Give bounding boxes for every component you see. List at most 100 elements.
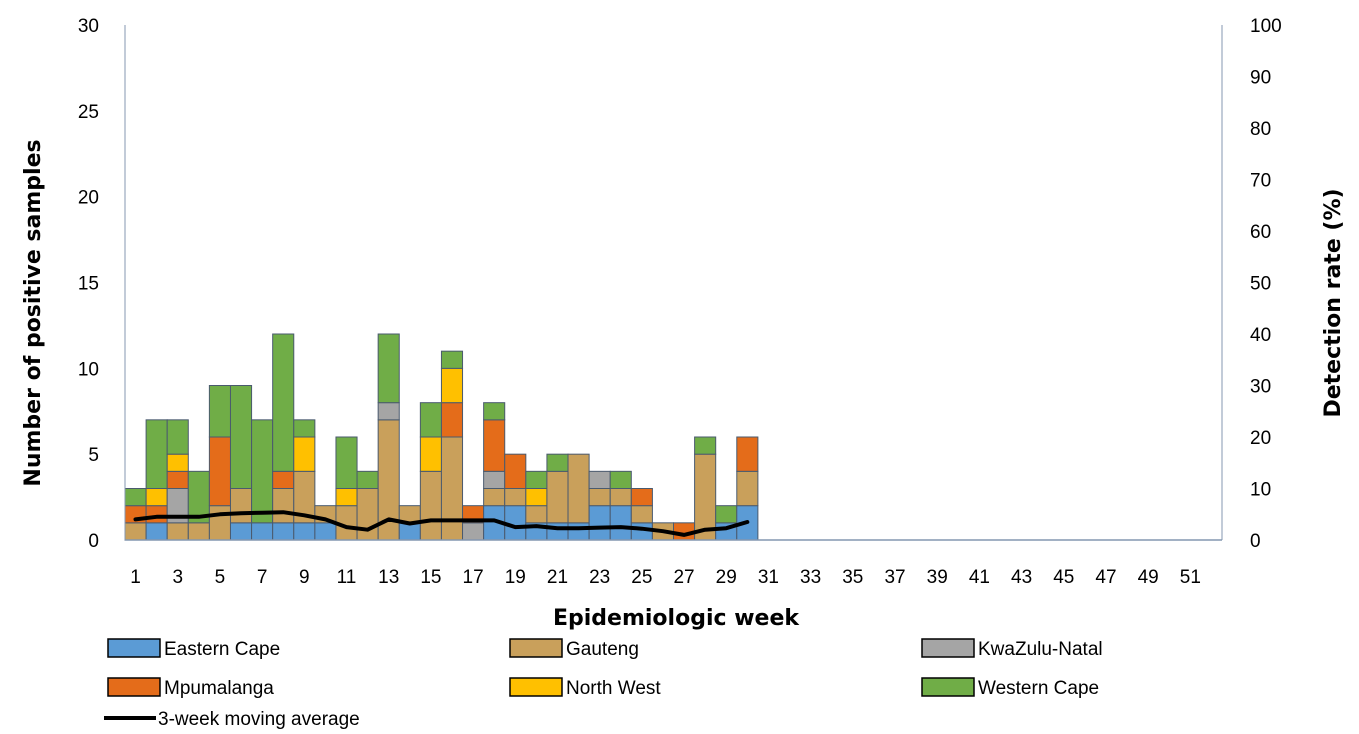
bar-segment-eastern-cape-week-22 (567, 522, 590, 541)
bar-segment-kwazulu-natal-week-13 (377, 402, 400, 421)
bar-segment-mpumalanga-week-16 (440, 402, 464, 438)
legend-label-kwazulu-natal: KwaZulu-Natal (978, 639, 1103, 660)
y-tick-label: 10 (78, 359, 99, 380)
bar-segment-kwazulu-natal-week-23 (588, 470, 611, 489)
bar-segment-gauteng-week-19 (504, 488, 527, 507)
bar-segment-gauteng-week-28 (694, 453, 717, 541)
bar-segment-gauteng-week-16 (440, 436, 464, 541)
bar-segment-eastern-cape-week-23 (588, 505, 611, 541)
bar-segment-western-cape-week-21 (546, 453, 569, 472)
bar-segment-gauteng-week-25 (630, 505, 653, 524)
bar-segment-western-cape-week-7 (251, 419, 274, 524)
x-tick-label: 9 (299, 567, 310, 588)
x-tick-label: 51 (1180, 567, 1201, 588)
line-layer (133, 510, 750, 537)
bar-segment-western-cape-week-15 (419, 402, 442, 438)
bars-layer (124, 333, 759, 541)
bar-segment-western-cape-week-28 (694, 436, 717, 455)
legend-label-moving-average: 3-week moving average (158, 709, 360, 730)
y2-tick-label: 40 (1250, 325, 1271, 346)
y2-tick-label: 90 (1250, 68, 1271, 89)
bar-segment-north-west-week-15 (419, 436, 442, 472)
y-axis-title: Number of positive samples (21, 139, 46, 486)
bar-segment-kwazulu-natal-week-17 (462, 522, 485, 541)
y-tick-label: 15 (78, 274, 99, 295)
legend-swatch-gauteng (509, 638, 563, 658)
y2-tick-label: 100 (1250, 16, 1282, 37)
x-tick-label: 7 (257, 567, 268, 588)
y-tick-label: 20 (78, 188, 99, 209)
x-tick-label: 21 (547, 567, 568, 588)
bar-segment-gauteng-week-15 (419, 470, 442, 541)
bar-segment-eastern-cape-week-24 (609, 505, 632, 541)
bar-segment-western-cape-week-20 (525, 470, 548, 489)
legend-swatch-western-cape (921, 677, 975, 697)
bar-segment-mpumalanga-week-25 (630, 488, 653, 507)
x-tick-label: 47 (1095, 567, 1116, 588)
bar-segment-eastern-cape-week-10 (314, 522, 337, 541)
bar-segment-gauteng-week-6 (229, 488, 253, 524)
bar-segment-mpumalanga-week-3 (166, 470, 189, 489)
legend-swatch-kwazulu-natal (921, 638, 975, 658)
y2-tick-label: 30 (1250, 377, 1271, 398)
x-tick-label: 29 (716, 567, 737, 588)
bar-segment-mpumalanga-week-8 (272, 470, 295, 489)
y2-tick-label: 70 (1250, 171, 1271, 192)
bar-segment-eastern-cape-week-8 (272, 522, 295, 541)
x-tick-label: 39 (927, 567, 948, 588)
bar-segment-mpumalanga-week-30 (736, 436, 759, 472)
bar-segment-eastern-cape-week-6 (229, 522, 253, 541)
legend-label-western-cape: Western Cape (978, 678, 1099, 699)
x-tick-label: 37 (884, 567, 905, 588)
bar-segment-gauteng-week-3 (166, 522, 189, 541)
y2-tick-label: 10 (1250, 480, 1271, 501)
x-tick-label: 41 (969, 567, 990, 588)
x-tick-label: 31 (758, 567, 779, 588)
bar-segment-gauteng-week-8 (272, 488, 295, 524)
bar-segment-mpumalanga-week-5 (208, 436, 231, 507)
bar-segment-kwazulu-natal-week-18 (483, 470, 506, 489)
legend-label-eastern-cape: Eastern Cape (164, 639, 280, 660)
legend: Eastern Cape Gauteng KwaZulu-Natal Mpumalan… (104, 638, 1103, 730)
x-tick-label: 33 (800, 567, 821, 588)
legend-swatch-eastern-cape (107, 638, 161, 658)
bar-segment-western-cape-week-24 (609, 470, 632, 489)
x-tick-label: 19 (505, 567, 526, 588)
x-tick-label: 45 (1053, 567, 1074, 588)
x-tick-label: 17 (463, 567, 484, 588)
bar-segment-north-west-week-11 (335, 488, 358, 507)
x-tick-label: 11 (337, 567, 357, 588)
x-tick-label: 35 (842, 567, 863, 588)
y-tick-label: 25 (78, 102, 99, 123)
y-tick-label: 0 (88, 531, 99, 552)
y2-tick-label: 80 (1250, 119, 1271, 140)
bar-segment-western-cape-week-2 (145, 419, 168, 489)
x-axis-title: Epidemiologic week (553, 606, 800, 631)
legend-swatch-mpumalanga (107, 677, 161, 697)
x-tick-label: 13 (378, 567, 399, 588)
bar-segment-north-west-week-3 (166, 453, 189, 472)
bar-segment-gauteng-week-4 (187, 522, 210, 541)
bar-segment-gauteng-week-22 (567, 453, 590, 524)
y-tick-label: 5 (88, 445, 99, 466)
bar-segment-gauteng-week-20 (525, 505, 548, 524)
bar-segment-eastern-cape-week-2 (145, 522, 168, 541)
moving-average-line (133, 510, 750, 537)
bar-segment-gauteng-week-30 (736, 470, 759, 507)
bar-segment-gauteng-week-18 (483, 488, 506, 507)
bar-segment-western-cape-week-29 (715, 505, 738, 524)
bar-segment-gauteng-week-23 (588, 488, 611, 507)
y-tick-label: 30 (78, 16, 99, 37)
bar-segment-eastern-cape-week-9 (293, 522, 316, 541)
x-tick-label: 15 (420, 567, 441, 588)
y2-axis-title: Detection rate (%) (1321, 188, 1346, 417)
bar-segment-gauteng-week-12 (356, 488, 379, 541)
x-tick-label: 3 (172, 567, 183, 588)
x-tick-label: 25 (631, 567, 652, 588)
bar-segment-eastern-cape-week-21 (546, 522, 569, 541)
x-tick-label: 43 (1011, 567, 1032, 588)
bar-segment-western-cape-week-6 (229, 385, 253, 489)
x-tick-label: 5 (215, 567, 226, 588)
